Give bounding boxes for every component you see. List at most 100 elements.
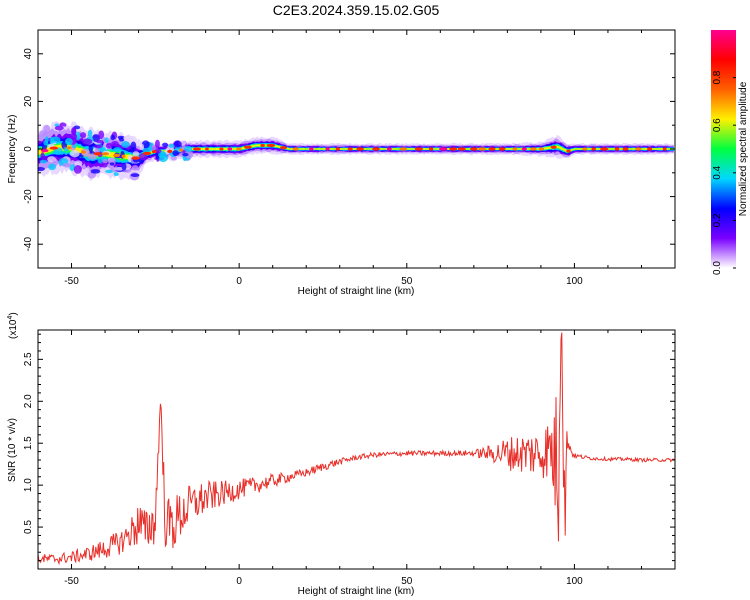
- spectrogram-cell: [87, 129, 93, 138]
- spectrogram-peak: [113, 153, 120, 157]
- colorbar-tick-label: 0.6: [712, 118, 723, 132]
- spectrogram-peak: [335, 147, 340, 151]
- y-tick-label: 0.5: [23, 520, 34, 534]
- spectrogram-heatmap: [38, 121, 674, 181]
- spectrogram-peak: [399, 147, 408, 151]
- colorbar-ticks: 0.0 0.2 0.4 0.6 0.8: [712, 70, 736, 275]
- spectrogram-cell: [109, 162, 115, 166]
- spectrogram-peak: [260, 143, 265, 148]
- spectrogram-peak: [121, 154, 126, 158]
- y-tick-label: 1.0: [23, 478, 34, 492]
- spectrogram-cell: [110, 134, 115, 141]
- spectrogram-peak: [347, 147, 353, 151]
- spectrogram-cell: [74, 160, 83, 167]
- spectrogram-peak: [131, 156, 140, 160]
- spectrogram-cell: [82, 138, 93, 145]
- spectrogram-cell: [168, 143, 175, 148]
- spectrogram-cell: [105, 169, 114, 174]
- spectrogram-cell: [184, 150, 194, 159]
- spectrogram-cell: [94, 144, 103, 149]
- y-tick-label: -20: [23, 189, 34, 204]
- spectrogram-peak: [205, 147, 209, 151]
- spectrogram-y-label: Frequency (Hz): [7, 115, 18, 184]
- spectrogram-cell: [104, 137, 109, 144]
- spectrogram-peak: [143, 151, 152, 155]
- spectrogram-cell: [65, 137, 73, 145]
- spectrogram-peak: [622, 147, 629, 151]
- snr-x-ticks: -50 0 50 100: [37, 330, 676, 587]
- y-tick-label: 2.0: [23, 394, 34, 408]
- spectrogram-cell: [44, 136, 49, 144]
- spectrogram-cell: [121, 173, 128, 179]
- spectrogram-cell: [70, 127, 77, 136]
- snr-panel: -50 0 50 100 0.5 1.0 1.5 2.0 2.5 Height of stra…: [7, 312, 676, 597]
- spectrogram-peak: [167, 149, 173, 153]
- spectrogram-cell: [111, 141, 119, 147]
- spectrogram-cell: [84, 167, 90, 174]
- spectrogram-cell: [113, 147, 122, 152]
- spectrogram-cell: [43, 124, 51, 134]
- spectrogram-cell: [79, 132, 87, 139]
- spectrogram-x-ticks: -50 0 50 100: [37, 30, 676, 287]
- spectrogram-cell: [139, 143, 145, 151]
- y-tick-label: 0: [23, 146, 34, 152]
- spectrogram-cell: [96, 139, 104, 144]
- spectrogram-peak: [591, 147, 596, 151]
- x-tick-label: 100: [566, 276, 583, 287]
- spectrogram-peak: [521, 147, 527, 151]
- spectrogram-cell: [69, 133, 78, 140]
- spectrogram-peak: [386, 147, 392, 151]
- spectrogram-peak: [530, 147, 537, 151]
- spectrogram-cell: [154, 139, 160, 149]
- spectrogram-cell: [117, 135, 125, 139]
- spectrogram-peak: [439, 147, 448, 151]
- spectrogram-panel: -50 0 50 100 -40 -20 0 20 40 Height of straight…: [7, 29, 676, 297]
- x-tick-label: 100: [566, 576, 583, 587]
- spectrogram-cell: [49, 136, 55, 144]
- spectrogram-peak: [219, 147, 224, 151]
- snr-y-ticks: 0.5 1.0 1.5 2.0 2.5: [23, 333, 675, 562]
- colorbar-scale: [711, 30, 736, 268]
- colorbar-label: Normalized spectral amplitude: [738, 81, 749, 216]
- spectrogram-peak: [66, 146, 72, 150]
- spectrogram-peak: [266, 143, 276, 148]
- y-tick-label: 20: [23, 95, 34, 107]
- x-tick-label: 0: [236, 576, 242, 587]
- spectrogram-peak: [40, 149, 49, 153]
- spectrogram-peak: [512, 147, 518, 151]
- spectrogram-cell: [114, 166, 125, 171]
- spectrogram-cell: [105, 142, 113, 149]
- colorbar-tick-label: 0.8: [712, 70, 723, 84]
- x-tick-label: 50: [401, 576, 413, 587]
- spectrogram-peak: [414, 147, 424, 151]
- spectrogram-peak: [662, 147, 667, 151]
- spectrogram-y-ticks: -40 -20 0 20 40: [23, 29, 675, 269]
- spectrogram-cell: [123, 135, 132, 141]
- spectrogram-band: [38, 133, 674, 170]
- spectrogram-cell: [113, 172, 119, 177]
- spectrogram-peak: [428, 147, 434, 151]
- svg-text:(x104): (x104): [7, 312, 19, 339]
- spectrogram-cell: [73, 165, 82, 174]
- spectrogram-cell: [62, 162, 71, 168]
- spectrogram-cell: [47, 156, 56, 163]
- spectrogram-cell: [182, 152, 189, 157]
- y-tick-label: -40: [23, 237, 34, 252]
- spectrogram-peak: [582, 147, 588, 151]
- snr-y-label: SNR (10 * v/v): [7, 418, 18, 482]
- y-tick-label: 40: [23, 48, 34, 60]
- colorbar-tick-label: 0.2: [712, 213, 723, 227]
- spectrogram-peak: [192, 147, 201, 151]
- snr-frame: [37, 329, 676, 570]
- spectrogram-cell: [69, 150, 80, 158]
- spectrogram-cell: [162, 142, 169, 148]
- spectrogram-cell: [75, 131, 81, 141]
- spectrogram-peak: [93, 152, 102, 156]
- colorbar-tick-label: 0.0: [712, 261, 723, 275]
- spectrogram-cell: [132, 165, 139, 170]
- spectrogram-peak: [566, 149, 571, 153]
- spectrogram-x-label: Height of straight line (km): [298, 286, 415, 297]
- spectrogram-cell: [130, 173, 140, 178]
- spectrogram-cell: [90, 169, 101, 174]
